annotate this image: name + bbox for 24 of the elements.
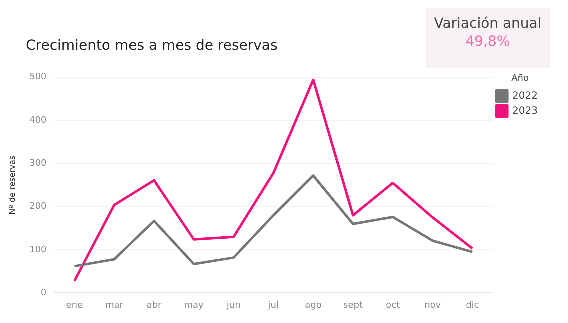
x-tick-label: ago — [305, 300, 322, 311]
x-tick-label: dic — [466, 300, 480, 311]
x-tick-label: oct — [386, 300, 401, 311]
text: Variación anual — [433, 16, 543, 32]
x-tick-label: sept — [344, 300, 364, 311]
legend-label: 2023 — [512, 106, 538, 117]
x-tick-label: nov — [424, 300, 442, 311]
x-tick-label: jun — [226, 300, 241, 311]
y-tick-label: 200 — [30, 202, 48, 212]
text: 49,8% — [464, 34, 512, 50]
x-tick-label: mar — [105, 300, 124, 311]
x-tick-label: may — [184, 300, 205, 311]
legend-label: 2022 — [512, 90, 538, 102]
x-tick-label: abr — [146, 300, 162, 311]
y-tick-label: 0 — [41, 288, 48, 299]
chart-title: Crecimiento mes a mes de reservas — [26, 38, 278, 54]
y-tick-label: 100 — [30, 245, 48, 256]
x-tick-label: ene — [66, 300, 84, 311]
y-tick-label: 400 — [30, 116, 48, 126]
legend-title: Año — [512, 74, 530, 84]
x-tick-label: jul — [267, 300, 280, 311]
y-tick-label: 300 — [30, 159, 48, 170]
y-axis-title: Nº de reservas — [8, 156, 17, 215]
y-tick-label: 500 — [30, 72, 48, 83]
